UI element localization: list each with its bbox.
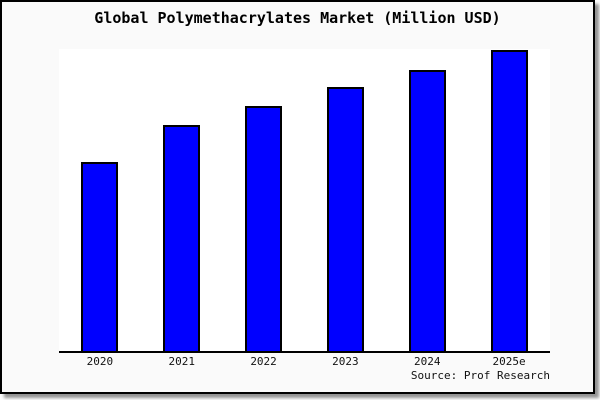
x-axis-label-2021: 2021: [168, 355, 195, 368]
x-axis-label-2024: 2024: [413, 355, 441, 368]
source-label: Source: Prof Research: [410, 369, 550, 382]
chart-frame: Global Polymethacrylates Market (Million…: [0, 0, 595, 394]
bar-2022: [245, 105, 283, 351]
bar-2024: [408, 69, 446, 351]
chart-title: Global Polymethacrylates Market (Million…: [94, 9, 501, 27]
x-axis-label-2023: 2023: [332, 355, 359, 368]
bar-2023: [326, 86, 364, 351]
bar-2025e: [490, 50, 528, 351]
bars-container: [59, 49, 550, 351]
bar-2020: [81, 161, 119, 351]
x-axis-label-2022: 2022: [250, 355, 277, 368]
x-axis-labels: 2020 2021 2022 2023 2024 2025e: [59, 355, 550, 368]
bar-2021: [163, 124, 201, 351]
plot-area: [59, 49, 550, 353]
x-axis-label-2020: 2020: [86, 355, 114, 368]
x-axis-label-2025e: 2025e: [492, 355, 526, 368]
